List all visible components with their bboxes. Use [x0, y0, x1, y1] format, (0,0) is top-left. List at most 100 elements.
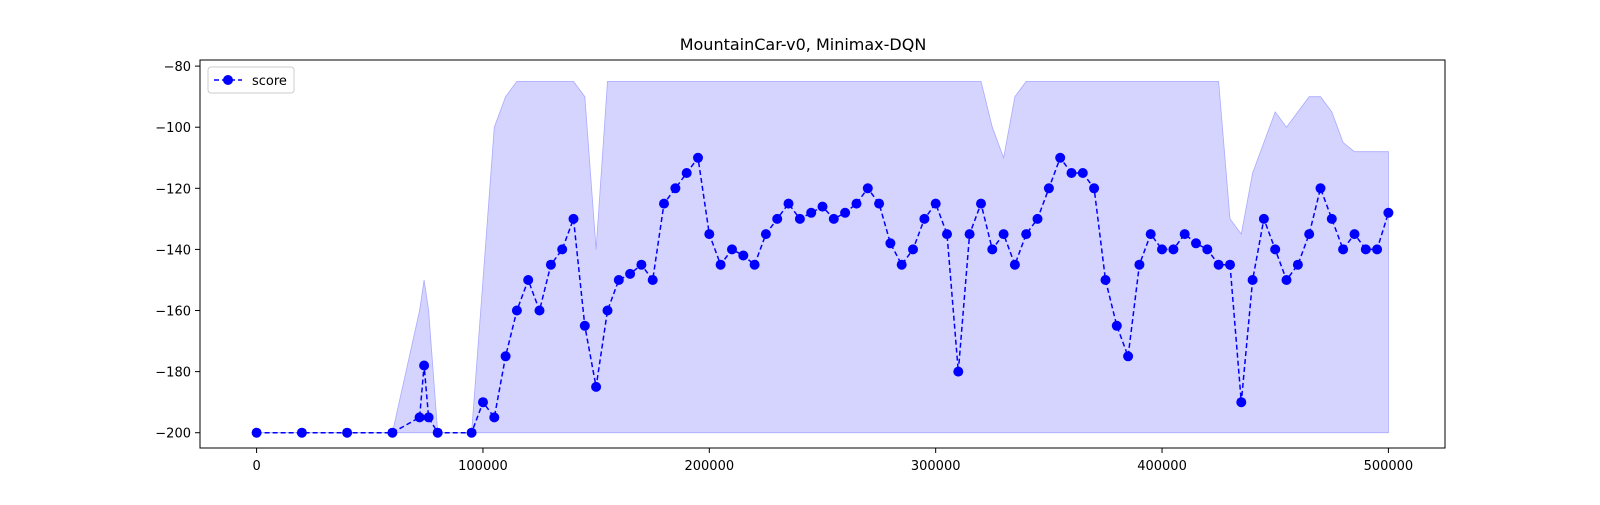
score-point: [987, 244, 998, 255]
score-point: [1225, 259, 1235, 270]
score-point: [874, 198, 885, 209]
legend-box: [207, 66, 295, 94]
x-tick-label: 400000: [1137, 459, 1187, 474]
score-point: [432, 427, 443, 438]
score-point: [1360, 244, 1371, 255]
score-point: [1270, 244, 1281, 255]
score-point: [1145, 229, 1156, 240]
score-point: [760, 229, 771, 240]
score-band: [256, 81, 1389, 434]
score-point: [1349, 229, 1360, 240]
score-point: [1338, 244, 1349, 255]
score-point: [1236, 397, 1247, 408]
score-point: [715, 259, 726, 270]
x-tick-label: 200000: [684, 459, 734, 474]
score-point: [693, 152, 703, 163]
score-point: [251, 427, 262, 438]
score-point: [727, 244, 737, 255]
score-point: [976, 198, 986, 209]
y-tick-label: −120: [155, 182, 191, 197]
score-point: [1089, 183, 1100, 194]
confidence-band-layer: [256, 81, 1389, 434]
score-point: [1304, 229, 1315, 240]
plot-frame: [199, 59, 1446, 449]
score-point: [1032, 213, 1043, 224]
y-tick-label: −100: [155, 121, 191, 136]
chart-title: MountainCar-v0, Minimax-DQN: [680, 35, 927, 54]
y-tick-label: −140: [155, 243, 191, 258]
score-point: [1043, 183, 1054, 194]
y-tick-label: −180: [155, 366, 191, 381]
score-point: [591, 381, 602, 392]
score-point: [636, 259, 647, 270]
score-point: [1066, 168, 1077, 178]
x-tick-label: 100000: [458, 459, 508, 474]
score-point: [511, 305, 522, 316]
score-point: [953, 366, 964, 377]
score-point: [1213, 259, 1224, 270]
score-point: [930, 198, 941, 209]
score-point: [1123, 351, 1134, 362]
score-point: [1157, 244, 1167, 255]
score-point: [466, 427, 477, 438]
score-point: [1315, 183, 1326, 194]
score-point: [1281, 275, 1292, 285]
score-point: [659, 198, 669, 209]
score-markers-layer: [251, 152, 1394, 438]
score-point: [545, 259, 556, 270]
score-point: [704, 229, 715, 240]
score-point: [964, 229, 975, 240]
score-point: [681, 168, 692, 178]
y-tick-label: −80: [164, 60, 191, 75]
score-point: [296, 427, 307, 438]
score-point: [1021, 229, 1032, 240]
score-point: [602, 305, 613, 316]
score-point: [1168, 244, 1179, 255]
score-point: [342, 427, 353, 438]
x-tick-label: 500000: [1364, 459, 1414, 474]
score-point: [1100, 275, 1111, 285]
score-point: [387, 427, 398, 438]
score-point: [1055, 152, 1066, 163]
score-point: [862, 183, 873, 194]
score-point: [1372, 244, 1383, 255]
score-point: [942, 229, 952, 240]
score-point: [738, 250, 749, 261]
score-point: [908, 244, 918, 255]
x-tick-label: 300000: [911, 459, 961, 474]
score-point: [478, 397, 488, 408]
score-point: [1202, 244, 1213, 255]
score-point: [1258, 213, 1269, 224]
y-axis: −200 −180 −160 −140 −120 −100 −80: [155, 60, 200, 442]
x-tick-label: 0: [252, 459, 260, 474]
score-point: [423, 412, 434, 423]
score-point: [613, 275, 624, 285]
score-point: [794, 213, 805, 224]
score-series-layer: [256, 155, 1390, 434]
score-point: [851, 198, 862, 209]
score-point: [1191, 238, 1201, 249]
x-axis: 0 100000 200000 300000 400000 500000: [252, 448, 1413, 474]
score-point: [1134, 259, 1145, 270]
score-point: [783, 198, 794, 209]
score-point: [817, 201, 828, 212]
score-point: [568, 213, 579, 224]
score-point: [670, 183, 681, 194]
score-point: [500, 351, 511, 362]
score-point: [885, 238, 896, 249]
score-line: [256, 155, 1390, 434]
legend-marker-swatch: [223, 75, 233, 85]
score-point: [1383, 207, 1394, 218]
score-point: [534, 305, 545, 316]
score-point: [896, 259, 907, 270]
score-point: [998, 229, 1009, 240]
score-point: [414, 412, 425, 423]
legend: score: [207, 66, 295, 94]
score-point: [772, 213, 783, 224]
score-point: [1111, 320, 1122, 331]
score-point: [1292, 259, 1303, 270]
score-point: [828, 213, 839, 224]
score-point: [579, 320, 590, 331]
score-point: [557, 244, 568, 255]
